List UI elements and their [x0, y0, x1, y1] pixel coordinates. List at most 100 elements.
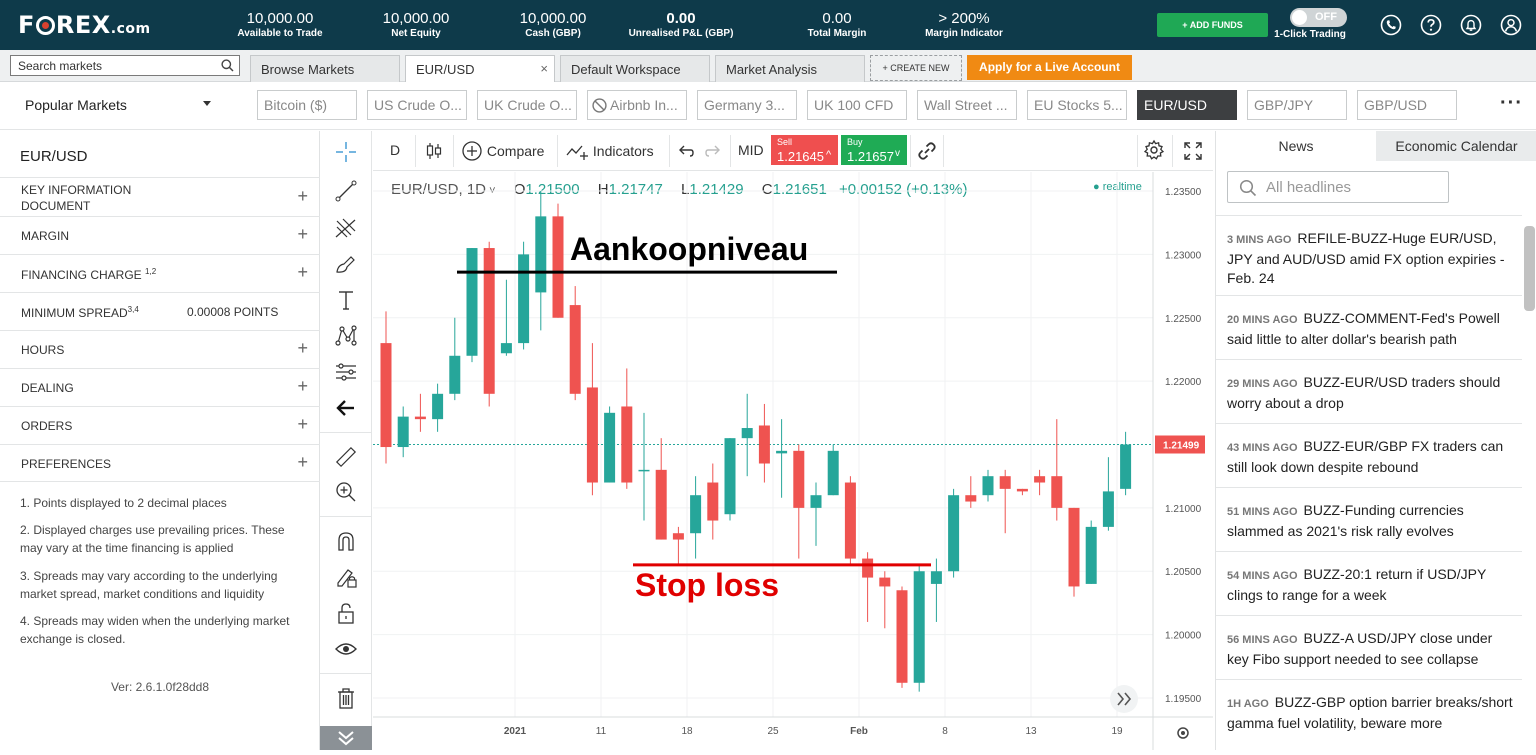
- chart-settings-gear-icon[interactable]: [1143, 139, 1165, 164]
- market-chip-selected[interactable]: EUR/USD: [1137, 90, 1237, 120]
- news-item[interactable]: 1H AGO BUZZ-GBP option barrier breaks/sho…: [1216, 679, 1522, 750]
- news-item[interactable]: 56 MINS AGO BUZZ-A USD/JPY close under ke…: [1216, 615, 1522, 679]
- fullscreen-icon[interactable]: [1182, 140, 1204, 165]
- link-icon[interactable]: [916, 140, 938, 165]
- news-headline[interactable]: BUZZ-COMMENT-Fed's Powell said little to…: [1227, 310, 1500, 347]
- news-headline[interactable]: BUZZ-20:1 return if USD/JPY clings to ra…: [1227, 566, 1487, 603]
- news-item[interactable]: 43 MINS AGO BUZZ-EUR/GBP FX traders can s…: [1216, 423, 1522, 487]
- candle-body-up: [724, 438, 736, 515]
- collapse-toolbar-button[interactable]: [320, 726, 372, 750]
- news-scrollbar[interactable]: [1524, 226, 1535, 311]
- sell-button[interactable]: Sell 1.21645 ^: [771, 135, 838, 165]
- forex-logo[interactable]: F REX.com: [18, 11, 151, 39]
- news-item[interactable]: 3 MINS AGO REFILE-BUZZ-Huge EUR/USD, JPY …: [1216, 215, 1522, 295]
- arrow-left-icon[interactable]: [333, 395, 359, 421]
- price-mode-selector[interactable]: MID: [738, 142, 764, 158]
- section-dealing[interactable]: DEALING +: [0, 368, 320, 406]
- close-tab-icon[interactable]: ×: [540, 61, 548, 76]
- section-preferences[interactable]: PREFERENCES +: [0, 444, 320, 482]
- one-click-toggle[interactable]: OFF: [1290, 8, 1347, 27]
- news-headline[interactable]: BUZZ-Funding currencies slammed as 2021'…: [1227, 502, 1464, 539]
- eye-icon[interactable]: [333, 636, 359, 662]
- phone-icon[interactable]: [1380, 14, 1402, 36]
- undo-icon[interactable]: [677, 142, 695, 163]
- fib-tools-icon[interactable]: [333, 215, 359, 241]
- section-hours[interactable]: HOURS +: [0, 330, 320, 368]
- axis-settings-gear-icon[interactable]: [1177, 727, 1189, 739]
- expand-plus-icon[interactable]: +: [297, 452, 308, 472]
- market-chip[interactable]: Bitcoin ($): [257, 90, 357, 120]
- section-key-information[interactable]: KEY INFORMATION DOCUMENT +: [0, 177, 320, 216]
- lock-drawing-icon[interactable]: [333, 564, 359, 590]
- redo-icon[interactable]: [704, 142, 722, 163]
- crosshair-icon[interactable]: [333, 139, 359, 165]
- add-funds-button[interactable]: + ADD FUNDS: [1157, 13, 1268, 37]
- expand-plus-icon[interactable]: +: [297, 338, 308, 358]
- zoom-in-icon[interactable]: [333, 479, 359, 505]
- expand-plus-icon[interactable]: +: [297, 262, 308, 282]
- market-chip[interactable]: Germany 3...: [697, 90, 797, 120]
- market-chip[interactable]: Wall Street ...: [917, 90, 1017, 120]
- section-financing-charge[interactable]: FINANCING CHARGE 1,2 +: [0, 254, 320, 292]
- popular-markets-dropdown[interactable]: Popular Markets: [25, 97, 127, 113]
- market-chip-airbnb[interactable]: Airbnb In...: [587, 90, 687, 120]
- market-chip[interactable]: UK 100 CFD: [807, 90, 907, 120]
- ruler-icon[interactable]: [333, 444, 359, 470]
- expand-plus-icon[interactable]: +: [297, 224, 308, 244]
- news-item[interactable]: 29 MINS AGO BUZZ-EUR/USD traders should w…: [1216, 359, 1522, 423]
- user-account-icon[interactable]: [1500, 14, 1522, 36]
- magnet-icon[interactable]: [333, 528, 359, 554]
- market-chip[interactable]: GBP/USD: [1357, 90, 1457, 120]
- apply-live-account-button[interactable]: Apply for a Live Account: [967, 55, 1132, 80]
- unlock-icon[interactable]: [333, 600, 359, 626]
- more-options-icon[interactable]: ···: [1500, 92, 1523, 114]
- price-axis[interactable]: 1.23500 1.23000 1.22500 1.22000 1.21000 1.205…: [1155, 187, 1205, 705]
- section-margin[interactable]: MARGIN +: [0, 216, 320, 254]
- market-chip[interactable]: GBP/JPY: [1247, 90, 1347, 120]
- text-tool-icon[interactable]: [333, 287, 359, 313]
- trash-icon[interactable]: [333, 685, 359, 711]
- news-item[interactable]: 20 MINS AGO BUZZ-COMMENT-Fed's Powell sai…: [1216, 295, 1522, 359]
- time-axis[interactable]: 2021 11 18 25 Feb 8 13 19: [504, 726, 1189, 739]
- brush-icon[interactable]: [333, 251, 359, 277]
- news-item[interactable]: 54 MINS AGO BUZZ-20:1 return if USD/JPY c…: [1216, 551, 1522, 615]
- tab-economic-calendar[interactable]: Economic Calendar: [1376, 131, 1536, 161]
- news-item[interactable]: 51 MINS AGO BUZZ-Funding currencies slamm…: [1216, 487, 1522, 551]
- prediction-tool-icon[interactable]: [333, 359, 359, 385]
- search-markets-input[interactable]: Search markets: [10, 55, 240, 76]
- news-headline[interactable]: BUZZ-GBP option barrier breaks/short gam…: [1227, 694, 1513, 731]
- news-headline[interactable]: REFILE-BUZZ-Huge EUR/USD, JPY and AUD/US…: [1227, 230, 1505, 286]
- news-headline[interactable]: BUZZ-EUR/USD traders should worry about …: [1227, 374, 1501, 411]
- news-headline[interactable]: BUZZ-A USD/JPY close under key Fibo supp…: [1227, 630, 1493, 667]
- section-orders[interactable]: ORDERS +: [0, 406, 320, 444]
- help-icon[interactable]: [1420, 14, 1442, 36]
- pattern-tool-icon[interactable]: [333, 323, 359, 349]
- tab-default-workspace[interactable]: Default Workspace: [560, 55, 710, 82]
- toolbar-divider: [910, 135, 911, 167]
- candle-style-icon[interactable]: [425, 141, 443, 164]
- headline-search-input[interactable]: All headlines: [1227, 171, 1449, 203]
- compare-button[interactable]: Compare: [461, 140, 544, 162]
- tab-news[interactable]: News: [1216, 131, 1376, 161]
- market-chip[interactable]: EU Stocks 5...: [1027, 90, 1127, 120]
- market-chip[interactable]: US Crude O...: [367, 90, 467, 120]
- tab-eur-usd[interactable]: EUR/USD ×: [405, 55, 555, 83]
- expand-plus-icon[interactable]: +: [297, 376, 308, 396]
- chart-symbol[interactable]: EUR/USD, 1D: [391, 181, 487, 198]
- scroll-to-latest-button[interactable]: [1110, 685, 1138, 713]
- create-new-tab-button[interactable]: + CREATE NEW: [870, 55, 962, 81]
- interval-selector[interactable]: D: [390, 142, 401, 158]
- indicators-button[interactable]: Indicators: [565, 140, 654, 162]
- buy-button[interactable]: Buy 1.21657 v: [841, 135, 907, 165]
- trend-line-icon[interactable]: [333, 178, 359, 204]
- search-icon: [1239, 179, 1257, 197]
- notifications-bell-icon[interactable]: [1460, 14, 1482, 36]
- expand-plus-icon[interactable]: +: [297, 186, 308, 206]
- tab-browse-markets[interactable]: Browse Markets: [250, 55, 400, 82]
- expand-plus-icon[interactable]: +: [297, 414, 308, 434]
- tab-market-analysis[interactable]: Market Analysis: [715, 55, 865, 82]
- chevron-down-icon[interactable]: [203, 101, 211, 106]
- news-headline[interactable]: BUZZ-EUR/GBP FX traders can still look d…: [1227, 438, 1504, 475]
- market-chip[interactable]: UK Crude O...: [477, 90, 577, 120]
